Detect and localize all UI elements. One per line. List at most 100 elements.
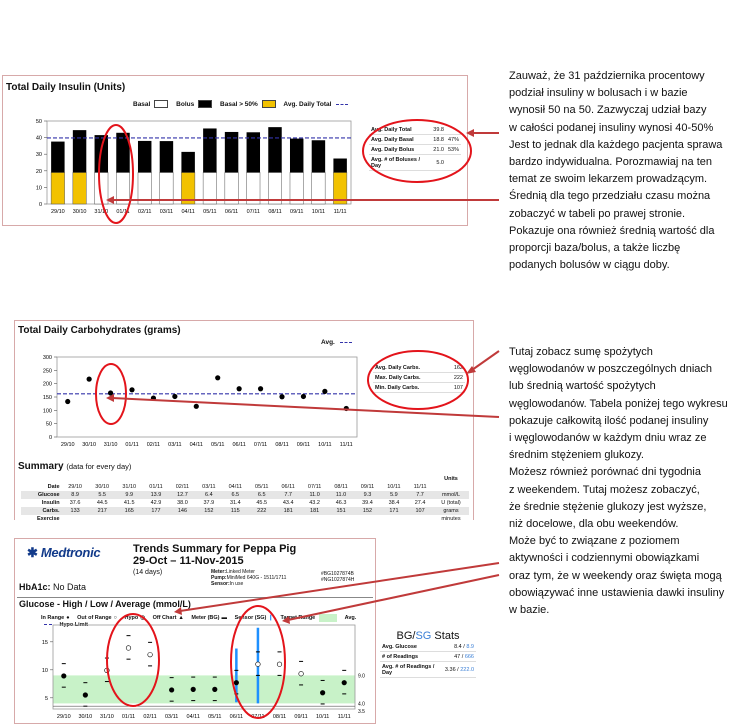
- glucose-xtick-label: 08/11: [273, 714, 286, 720]
- carbs-xtick-label: 30/10: [82, 442, 96, 448]
- glucose-avg-point: [169, 687, 175, 693]
- insulin-xtick-label: 07/11: [247, 209, 260, 215]
- hba1c-label: HbA1c:: [19, 582, 51, 592]
- stats-label: # of Readings: [380, 651, 443, 662]
- carbs-point: [150, 395, 157, 401]
- summary-cell: 08/11: [334, 484, 348, 490]
- insulin-chart: 0 10 20 30 40 50 29/10 30/10 31/10 01/11 02/11 03/1…: [36, 119, 352, 215]
- glucose-xtick-label: 09/11: [294, 714, 307, 720]
- glucose-ytick-label: 15: [42, 640, 48, 646]
- carbs-point: [257, 386, 264, 392]
- glucose-xtick-label: 31/10: [100, 714, 114, 720]
- summary-cell: 42.9: [150, 500, 162, 506]
- summary-cell: 181: [283, 508, 293, 514]
- glucose-avg-point: [104, 667, 110, 673]
- summary-cell: 11.0: [335, 492, 347, 498]
- glucose-avg-point: [276, 661, 283, 667]
- insulin-bar-basal: [116, 172, 130, 205]
- summary-cell: 38.0: [177, 500, 188, 506]
- arrow-note1-to-table: [466, 129, 499, 137]
- carbs-point: [279, 394, 285, 400]
- stats-label: Avg. Glucose: [380, 642, 443, 652]
- legend-bolus: Bolus: [176, 100, 195, 108]
- insulin-bar-basal: [224, 172, 239, 205]
- insulin-ytick-label: 0: [39, 202, 42, 208]
- carbs-panel: Total Daily Carbohydrates (grams) Avg. 0…: [14, 320, 474, 523]
- insulin-xtick-label: 08/11: [268, 209, 281, 215]
- insulin-title: Total Daily Insulin (Units): [6, 82, 126, 93]
- summary-cell: 11/11: [413, 484, 427, 490]
- insulin-table-value: 21.0: [431, 144, 446, 155]
- carbs-point: [322, 388, 328, 394]
- summary-cell: 165: [124, 508, 134, 514]
- carbs-ytick-label: 300: [43, 355, 52, 361]
- carbs-xtick-label: 10/11: [318, 442, 331, 448]
- glucose-xtick-label: 05/11: [208, 714, 221, 720]
- summary-cell: 7.7: [416, 492, 424, 498]
- glucose-xtick-label: 06/11: [230, 714, 243, 720]
- glucose-avg-point: [190, 686, 196, 692]
- stats-bg: 3.36: [444, 666, 456, 673]
- glucose-avg-point: [212, 686, 218, 692]
- stats-sg: 222.0: [460, 666, 474, 673]
- insulin-xtick-label: 09/11: [290, 209, 303, 215]
- glucose-avg-point: [298, 671, 304, 677]
- summary-cell: 177: [151, 508, 161, 514]
- insulin-bar-basal: [94, 172, 109, 205]
- insulin-bar-basal: [50, 172, 65, 205]
- summary-cell: 11.0: [309, 492, 320, 498]
- insulin-bar-basal: [289, 172, 304, 205]
- summary-cell: 6.5: [231, 492, 240, 498]
- summary-row: Exercise minutes: [21, 515, 469, 523]
- summary-cell: 06/11: [281, 484, 295, 490]
- glucose-avg-point: [233, 680, 239, 686]
- summary-cell: 171: [389, 508, 399, 514]
- summary-cell: [196, 515, 222, 523]
- summary-unit: U (total): [441, 500, 461, 506]
- trends-days: (14 days): [133, 569, 163, 576]
- carbs-ytick-label: 50: [46, 422, 52, 428]
- insulin-bar-bolus: [268, 127, 282, 173]
- glucose-xtick-label: 02/11: [143, 714, 156, 720]
- summary-header-row: Units: [21, 475, 469, 483]
- insulin-ytick-label: 10: [36, 185, 42, 191]
- carbs-xtick-label: 11/11: [340, 442, 353, 448]
- summary-cell: 9.3: [363, 492, 372, 498]
- insulin-bar-basal: [333, 172, 348, 205]
- summary-title: Summary: [18, 461, 64, 472]
- summary-row-label: Carbs.: [42, 508, 60, 514]
- summary-unit: minutes: [441, 516, 461, 522]
- summary-cell: 6.4: [205, 492, 213, 498]
- summary-cell: [143, 515, 169, 523]
- summary-cell: 01/11: [149, 484, 163, 490]
- summary-cell: 31.4: [229, 500, 241, 506]
- stats-row: # of Readings 47 / 666: [380, 651, 476, 662]
- carbs-point: [107, 390, 114, 396]
- summary-cell: 05/11: [255, 484, 269, 490]
- insulin-bar-bolus: [94, 135, 109, 173]
- carbs-xtick-label: 08/11: [275, 442, 288, 448]
- glucose-ytick-label: 10: [42, 668, 48, 674]
- summary-row-label: Glucose: [37, 492, 60, 498]
- insulin-xtick-label: 30/10: [73, 209, 87, 215]
- summary-cell: [301, 515, 327, 523]
- insulin-xtick-label: 06/11: [225, 209, 238, 215]
- summary-cell: 37.6: [69, 500, 81, 506]
- summary-row: Date 29/10 30/10 31/10 01/11 02/11 03/11 04/11 0…: [21, 483, 469, 491]
- glucose-chart: 5 10 15 9.0 4.0 3.5 29/10 30/10 31/10 01/11 02/11 0…: [42, 624, 365, 720]
- summary-cell: 5.9: [390, 492, 398, 498]
- carbs-xtick-label: 06/11: [232, 442, 245, 448]
- summary-cell: 30/10: [95, 484, 110, 490]
- trends-title: Trends Summary for Peppa Pig: [133, 543, 297, 555]
- summary-cell: [328, 515, 354, 523]
- glucose-avg-point: [125, 645, 132, 651]
- summary-unit: grams: [443, 508, 459, 514]
- insulin-xtick-label: 29/10: [51, 209, 65, 215]
- summary-cell: 5.5: [98, 492, 106, 498]
- carbs-ytick-label: 200: [43, 382, 52, 388]
- insulin-bar-bolus: [116, 132, 130, 173]
- glucose-plot-frame: [52, 624, 356, 710]
- summary-cell: 43.4: [282, 500, 294, 506]
- summary-cell: [407, 515, 433, 523]
- note-carbs: Tutaj zobacz sumę spożytych węglowodanów …: [509, 344, 749, 626]
